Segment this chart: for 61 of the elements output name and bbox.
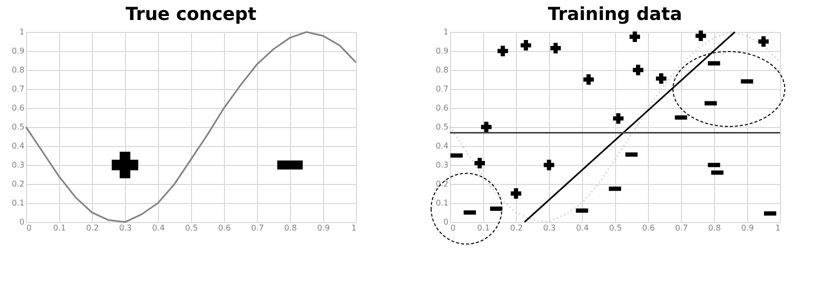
x-tick-label: 0.8 (284, 224, 297, 232)
x-tick-label: 0.1 (477, 224, 490, 232)
x-tick-label: 0.7 (675, 224, 688, 232)
x-tick-label: 0 (450, 224, 456, 232)
x-tick-label: 0.9 (741, 224, 754, 232)
x-tick-label: 0.4 (152, 224, 165, 232)
chart-title: True concept (126, 4, 257, 25)
x-tick-label: 0.9 (317, 224, 330, 232)
x-tick-label: 0.3 (543, 224, 556, 232)
y-tick-label: 0.6 (436, 104, 448, 112)
point (583, 74, 594, 85)
y-tick-label: 0.3 (436, 160, 448, 170)
point (696, 30, 706, 42)
x-tick-label: 0.4 (576, 224, 589, 232)
y-tick-label: 0.8 (436, 66, 448, 74)
x-tick-label: 0.5 (185, 224, 198, 232)
point (630, 32, 640, 42)
line-series (25, 31, 357, 223)
chart-title: Training data (548, 4, 682, 25)
y-tick-label: 0.7 (12, 84, 24, 94)
y-tick-label: 0.8 (12, 66, 24, 74)
y-tick-label: 0.4 (436, 142, 448, 150)
point (550, 42, 561, 54)
y-tick-label: 0.9 (12, 46, 24, 56)
x-tick-label: 0.6 (642, 224, 655, 232)
y-tick-label: 0.9 (436, 46, 448, 56)
point (613, 113, 624, 124)
point (656, 73, 666, 84)
x-tick-label: 0.6 (218, 224, 231, 232)
y-tick-label: 0.2 (12, 180, 24, 188)
y-tick-label: 1 (443, 28, 448, 36)
y-tick-label: 1 (19, 28, 24, 36)
point (544, 160, 554, 170)
x-tick-label: 0.3 (119, 224, 132, 232)
y-tick-label: 0.5 (436, 122, 448, 132)
point (632, 64, 644, 76)
x-tick-label: 0.8 (708, 224, 721, 232)
x-tick-label: 0 (26, 224, 32, 232)
x-tick-label: 0.7 (251, 224, 264, 232)
point (498, 46, 508, 56)
y-tick-label: 0.3 (12, 160, 24, 170)
y-tick-label: 0.4 (12, 142, 24, 150)
y-tick-label: 0 (19, 218, 24, 226)
y-tick-label: 0.1 (12, 198, 24, 208)
x-tick-label: 0.1 (53, 224, 66, 232)
line-series (449, 31, 781, 223)
point (520, 40, 532, 51)
x-tick-label: 1 (775, 224, 780, 232)
x-tick-label: 0.5 (609, 224, 622, 232)
y-tick-label: 0.1 (436, 198, 448, 208)
y-tick-label: 0.5 (12, 122, 24, 132)
x-tick-label: 0.2 (86, 224, 99, 232)
y-tick-label: 0.7 (436, 84, 448, 94)
point (481, 122, 492, 132)
y-tick-label: 0.6 (12, 104, 24, 112)
point (474, 158, 485, 168)
point (510, 188, 522, 199)
y-tick-label: 0 (443, 218, 448, 226)
point (758, 36, 769, 47)
x-tick-label: 0.2 (510, 224, 523, 232)
x-tick-label: 1 (351, 224, 356, 232)
